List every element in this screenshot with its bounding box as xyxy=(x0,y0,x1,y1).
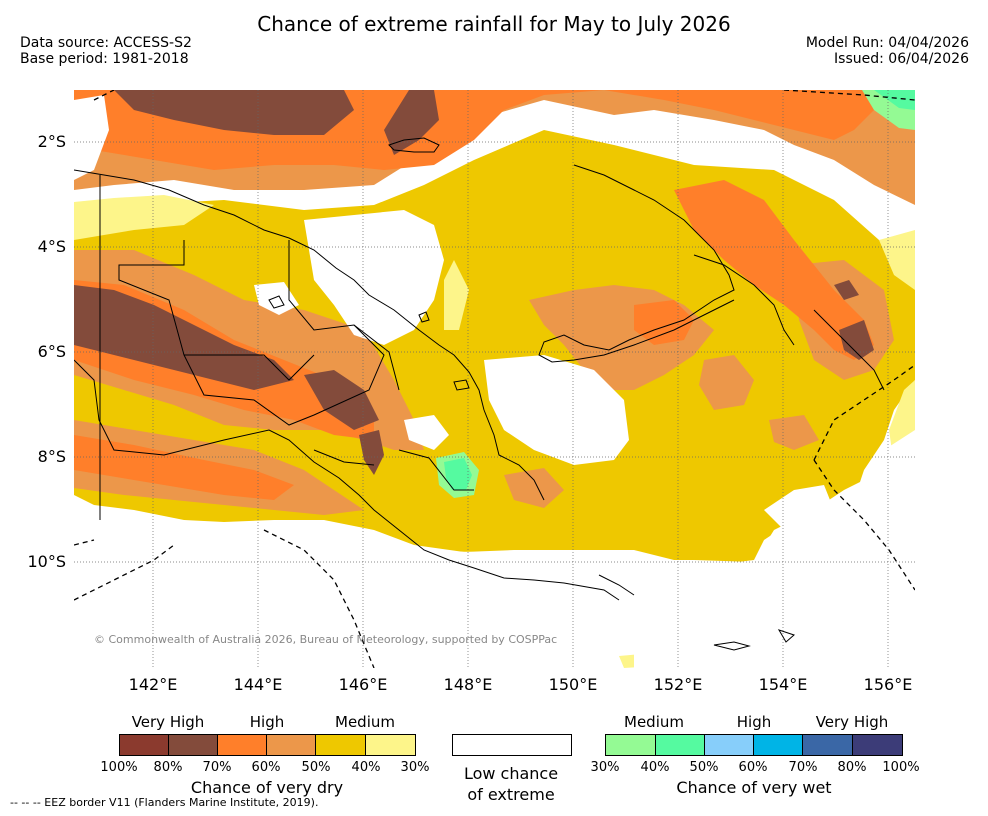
legend-swatch xyxy=(315,734,366,756)
lon-label: 154°E xyxy=(758,675,808,694)
region-low-dry xyxy=(879,230,915,290)
lat-label: 8°S xyxy=(37,447,66,466)
legend-wet-medium: Medium xyxy=(624,713,684,731)
legend-swatch xyxy=(655,734,705,756)
region-medium-wet xyxy=(444,458,472,490)
legend-tick: 100% xyxy=(882,760,920,775)
meta-right: Model Run: 04/04/2026 Issued: 06/04/2026 xyxy=(806,35,969,67)
lat-label: 10°S xyxy=(27,552,66,571)
coastline xyxy=(74,137,885,651)
region-very-high-dry xyxy=(114,90,354,135)
base-period: Base period: 1981-2018 xyxy=(20,51,189,67)
region-very-high-dry xyxy=(839,320,874,360)
legend-tick: 50% xyxy=(301,760,331,775)
rainfall-map xyxy=(74,90,915,668)
lat-label: 4°S xyxy=(37,237,66,256)
lon-label: 146°E xyxy=(338,675,388,694)
legend-tick: 80% xyxy=(153,760,183,775)
region-high-dry xyxy=(674,180,874,360)
legend-tick: 60% xyxy=(251,760,281,775)
eez-border xyxy=(74,90,915,668)
region-very-high-dry xyxy=(834,280,859,300)
lon-label: 156°E xyxy=(863,675,913,694)
region-very-high-dry xyxy=(359,430,384,475)
legend-tick: 30% xyxy=(400,760,430,775)
legend-dry-title: Chance of very dry xyxy=(190,778,344,797)
region-low-chance xyxy=(74,95,109,180)
region-low-chance xyxy=(74,520,634,668)
borders xyxy=(99,175,474,520)
lon-label: 148°E xyxy=(443,675,493,694)
map-title: Chance of extreme rainfall for May to Ju… xyxy=(257,12,731,36)
region-high-dry xyxy=(769,415,819,450)
region-low-dry xyxy=(444,260,469,330)
region-high-dry xyxy=(634,300,694,345)
legend-swatch xyxy=(119,734,169,756)
legend-dry-medium: Medium xyxy=(335,713,395,731)
legend-tick: 40% xyxy=(640,760,670,775)
legend-wet-title: Chance of very wet xyxy=(676,778,832,797)
region-low-dry xyxy=(74,195,214,240)
copyright-notice: © Commonwealth of Australia 2026, Bureau… xyxy=(94,633,558,646)
region-low-chance xyxy=(304,210,444,345)
legend-swatch xyxy=(266,734,316,756)
lon-label: 150°E xyxy=(548,675,598,694)
region-very-high-dry xyxy=(384,90,439,155)
meta-left: Data source: ACCESS-S2 Base period: 1981… xyxy=(20,35,192,67)
graticule xyxy=(74,90,915,668)
region-low-chance xyxy=(484,355,629,465)
legend-dry-high: High xyxy=(249,713,285,731)
legend-swatch xyxy=(365,734,416,756)
eez-note: -- -- -- EEZ border V11 (Flanders Marine… xyxy=(10,796,319,809)
legend-swatch xyxy=(852,734,903,756)
legend-swatch xyxy=(753,734,803,756)
region-very-high-dry xyxy=(304,370,379,430)
legend-swatch xyxy=(217,734,267,756)
region-low-chance xyxy=(634,430,915,668)
region-high-dry xyxy=(699,355,754,410)
legend-tick: 30% xyxy=(590,760,620,775)
lat-label: 2°S xyxy=(37,132,66,151)
region-very-high-dry xyxy=(74,285,294,390)
legend-tick: 50% xyxy=(689,760,719,775)
model-run: Model Run: 04/04/2026 xyxy=(805,35,969,51)
legend-tick: 40% xyxy=(351,760,381,775)
legend-wet-high: High xyxy=(736,713,772,731)
legend-tick: 70% xyxy=(202,760,232,775)
region-medium-wet xyxy=(874,90,915,110)
legend-swatch xyxy=(802,734,853,756)
lon-label: 152°E xyxy=(653,675,703,694)
legend-low-swatch xyxy=(452,734,572,756)
data-source: Data source: ACCESS-S2 xyxy=(20,35,192,51)
region-low-chance xyxy=(404,415,449,450)
region-low-chance xyxy=(254,282,299,315)
lat-label: 6°S xyxy=(37,342,66,361)
legend-dry-very-high: Very High xyxy=(131,713,205,731)
legend-tick: 70% xyxy=(788,760,818,775)
legend-wet-very-high: Very High xyxy=(815,713,889,731)
legend-low-line1: Low chance xyxy=(463,764,559,783)
lon-label: 142°E xyxy=(128,675,178,694)
legend-swatch xyxy=(168,734,218,756)
legend-low-line2: of extreme xyxy=(467,785,555,804)
lon-label: 144°E xyxy=(233,675,283,694)
legend-tick: 80% xyxy=(837,760,867,775)
legend-tick: 100% xyxy=(100,760,138,775)
legend-swatch xyxy=(605,734,656,756)
issued-date: Issued: 06/04/2026 xyxy=(834,51,969,67)
legend-swatch xyxy=(704,734,754,756)
region-high-dry xyxy=(504,468,564,508)
legend-tick: 60% xyxy=(738,760,768,775)
region-low-chance xyxy=(764,485,834,530)
